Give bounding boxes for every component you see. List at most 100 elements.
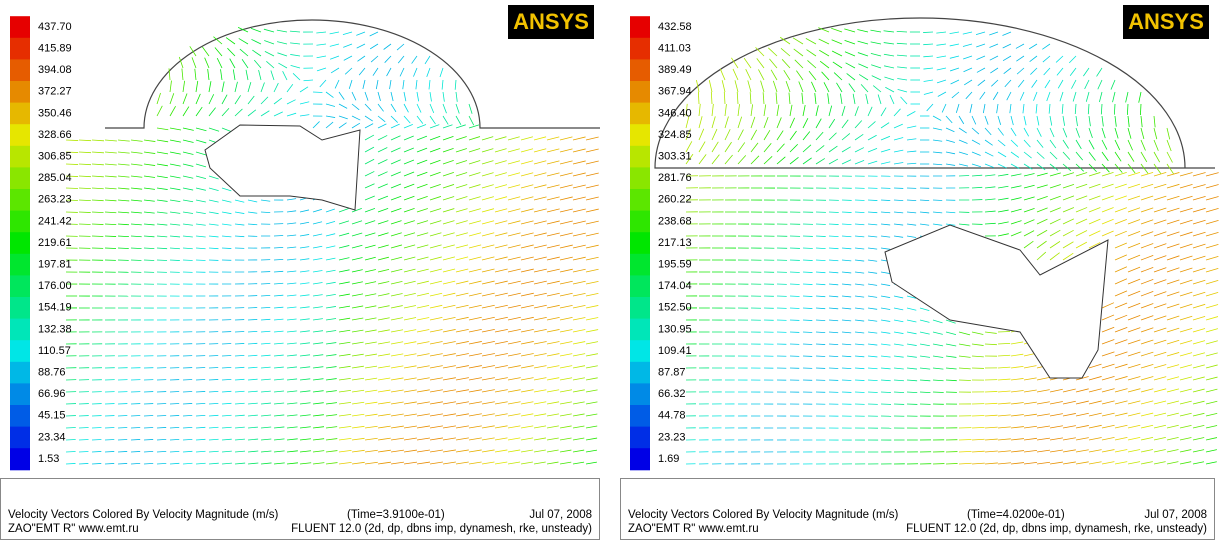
vector (468, 316, 482, 321)
vector (260, 82, 265, 93)
vector (1023, 425, 1037, 429)
vector (893, 367, 904, 370)
vector (844, 51, 856, 57)
vector (1101, 115, 1104, 127)
vector (585, 220, 599, 225)
vector (143, 235, 155, 238)
vector (1004, 79, 1012, 88)
vector (494, 304, 508, 309)
vector (429, 124, 440, 129)
vector (156, 151, 169, 155)
vector (867, 247, 878, 250)
vector (247, 211, 258, 214)
vector (841, 105, 846, 117)
vector (971, 331, 984, 335)
vector (247, 450, 259, 453)
vector (234, 331, 245, 333)
vector (390, 365, 404, 369)
vector (286, 222, 297, 225)
vector (1088, 195, 1101, 201)
vector (520, 449, 534, 453)
vector (808, 70, 817, 81)
vector (979, 91, 986, 100)
vector (893, 319, 904, 323)
vector (546, 425, 559, 429)
vector (1028, 43, 1038, 50)
vector (1179, 412, 1192, 417)
colorbar-swatch (10, 189, 30, 212)
vector (494, 256, 508, 261)
vector (156, 415, 167, 417)
vector (1153, 183, 1167, 189)
vector (1166, 139, 1172, 152)
vector (325, 91, 334, 98)
vector (546, 304, 560, 309)
vector (264, 50, 275, 57)
vector (1101, 172, 1114, 177)
vector (156, 462, 167, 465)
vector (130, 151, 143, 154)
vector (238, 38, 249, 45)
vector (403, 135, 414, 141)
vector (1114, 230, 1127, 237)
vector (559, 244, 573, 249)
vector (781, 59, 791, 69)
vector (1166, 412, 1179, 417)
vector (1010, 231, 1022, 237)
vector (1153, 436, 1166, 441)
vector (1084, 79, 1090, 90)
vector (1101, 151, 1109, 162)
vector (585, 305, 599, 309)
vector (429, 401, 443, 405)
vector (403, 195, 415, 201)
vector (815, 247, 826, 249)
vector (78, 175, 91, 178)
vector (429, 135, 441, 141)
vector (867, 319, 878, 322)
vector (711, 116, 716, 129)
vector (1179, 449, 1192, 453)
vector (1088, 449, 1102, 453)
vector (169, 259, 180, 261)
vector (963, 55, 973, 60)
vector (481, 172, 494, 177)
vector (1023, 437, 1038, 441)
vector (533, 244, 547, 249)
vector (364, 256, 376, 261)
vector (572, 292, 586, 297)
vector (971, 426, 985, 429)
vector (559, 172, 573, 177)
vector (1114, 266, 1128, 273)
vector (1192, 243, 1206, 249)
vector (65, 439, 76, 441)
vector (182, 438, 193, 441)
vector (494, 232, 508, 237)
vector (442, 268, 456, 273)
vector (273, 247, 284, 249)
vector (402, 79, 405, 90)
vector (997, 163, 1007, 169)
vector (1192, 437, 1205, 441)
vector (351, 353, 364, 357)
vector (1075, 230, 1088, 237)
vector (182, 223, 193, 226)
vector (870, 53, 882, 57)
vector (260, 426, 272, 429)
vector (312, 366, 324, 369)
vector (195, 187, 206, 191)
vector (303, 79, 314, 82)
vector (750, 155, 760, 165)
vector (897, 89, 908, 93)
vector (832, 61, 843, 69)
vector (156, 139, 169, 143)
vector (1140, 388, 1154, 393)
vector (325, 378, 337, 381)
vector (1127, 351, 1141, 357)
vector (1127, 127, 1132, 139)
vector (260, 414, 272, 417)
vector (507, 268, 521, 273)
vector (494, 244, 508, 249)
vector (546, 160, 560, 165)
vector (455, 232, 468, 237)
vector (1205, 292, 1219, 297)
